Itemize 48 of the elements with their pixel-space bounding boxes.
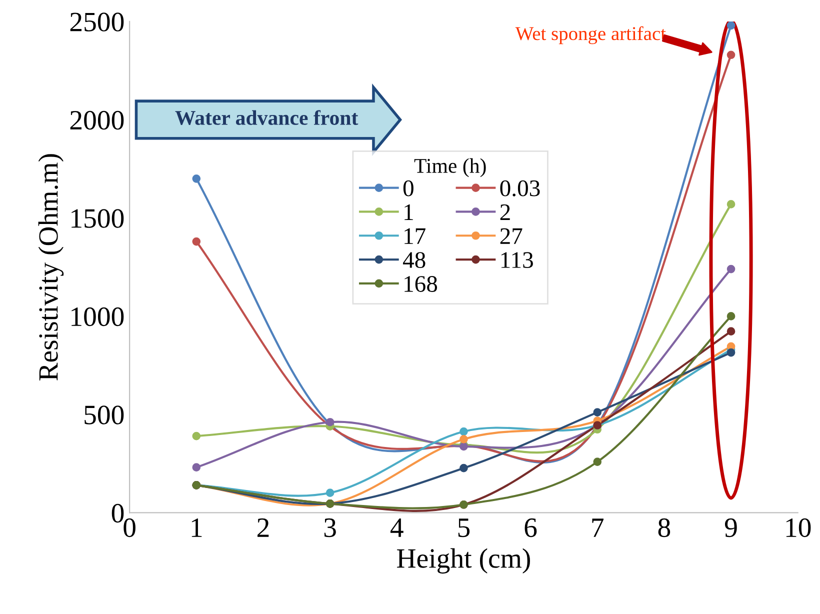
x-axis-title: Height (cm) — [397, 548, 530, 574]
point — [326, 418, 334, 426]
point — [726, 312, 736, 320]
point — [593, 458, 602, 466]
legend-label: 0 — [403, 180, 414, 196]
x-tick-label: 7 — [592, 518, 604, 537]
x-tick-label: 4 — [390, 518, 404, 537]
point — [192, 432, 201, 440]
y-tick-label: 500 — [84, 406, 124, 424]
legend-label: 1 — [404, 204, 413, 220]
y-tick-label: 0 — [112, 504, 124, 523]
point — [726, 264, 736, 274]
point — [726, 348, 736, 357]
y-tick-label: 2000 — [70, 110, 124, 130]
legend-label: 168 — [404, 276, 438, 292]
y-tick-label: 1500 — [72, 209, 124, 228]
point — [326, 488, 334, 498]
point — [460, 435, 468, 444]
x-tick-label: 10 — [786, 518, 811, 538]
legend-label: 2 — [500, 204, 510, 220]
point — [192, 463, 201, 472]
point — [726, 200, 736, 208]
y-tick-label: 2500 — [70, 12, 124, 32]
point — [593, 408, 602, 416]
point — [726, 327, 736, 336]
legend-label: 17 — [404, 228, 426, 244]
point — [192, 237, 201, 246]
point — [726, 50, 736, 60]
point — [460, 464, 468, 472]
x-tick-label: 1 — [192, 518, 202, 537]
legend-label: 27 — [500, 228, 522, 244]
x-tick-label: 3 — [324, 518, 336, 538]
y-tick-label: 1000 — [72, 307, 124, 326]
legend-title: Time (h) — [414, 158, 486, 178]
point — [192, 174, 201, 183]
y-axis-title: Resistivity (Ohm.m) — [38, 154, 64, 380]
point — [726, 21, 736, 30]
x-tick-label: 2 — [257, 518, 269, 537]
legend-label: 48 — [402, 252, 426, 268]
x-tick-label: 9 — [724, 518, 737, 538]
annotation: Wet sponge artifact — [515, 26, 666, 44]
legend-label: 113 — [501, 252, 533, 268]
legend-label: 0.03 — [500, 180, 540, 196]
annotation: Water advance front — [175, 110, 358, 126]
x-tick-label: 8 — [658, 518, 670, 538]
point — [460, 427, 468, 436]
x-tick-label: 6 — [524, 518, 537, 538]
x-tick-label: 5 — [458, 518, 470, 538]
